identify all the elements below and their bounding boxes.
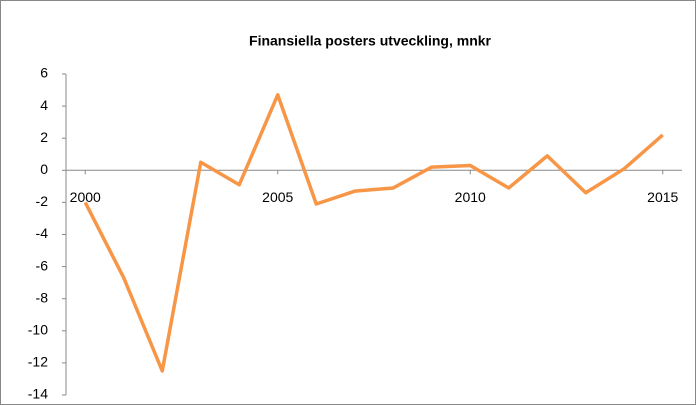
y-tick-label: -2 [36,193,49,209]
y-tick-label: -14 [28,386,48,402]
y-tick-label: -6 [36,257,49,273]
x-tick-label: 2000 [70,189,101,205]
x-tick-label: 2005 [262,189,293,205]
y-tick-label: -4 [36,225,49,241]
chart-title: Finansiella posters utveckling, mnkr [249,33,492,49]
y-tick-label: 0 [40,161,48,177]
y-tick-label: -8 [36,289,49,305]
line-series [83,93,664,373]
y-tick-label: -12 [28,354,48,370]
y-tick-label: 4 [40,97,48,113]
y-tick-label: 2 [40,129,48,145]
y-tick-label: -10 [28,322,48,338]
y-tick-label: 6 [40,65,48,81]
x-tick-label: 2015 [647,189,678,205]
x-tick-label: 2010 [455,189,486,205]
